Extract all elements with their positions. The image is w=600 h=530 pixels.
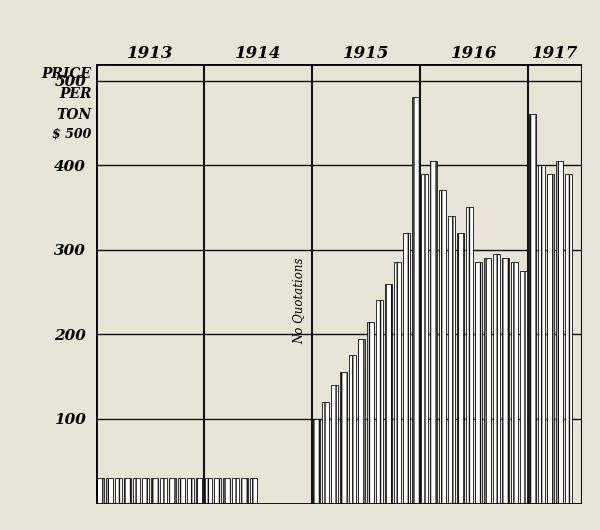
Bar <box>493 254 500 504</box>
Bar <box>187 478 194 503</box>
Bar <box>466 207 473 504</box>
Bar <box>151 478 158 503</box>
Text: 1914: 1914 <box>235 45 281 62</box>
Bar <box>241 478 248 503</box>
Bar <box>349 356 356 503</box>
Bar <box>376 301 383 504</box>
Bar <box>484 258 491 504</box>
Bar <box>430 161 437 503</box>
Bar <box>322 402 329 504</box>
Text: 1915: 1915 <box>343 45 389 62</box>
Bar <box>448 216 455 503</box>
Bar <box>439 190 446 503</box>
Bar <box>313 419 320 504</box>
Text: PER: PER <box>59 87 91 101</box>
Bar <box>547 174 554 504</box>
Bar <box>403 233 410 503</box>
Text: TON: TON <box>56 108 91 121</box>
Bar <box>340 373 347 504</box>
Text: $ 500: $ 500 <box>52 128 91 141</box>
Bar <box>160 478 167 503</box>
Bar <box>358 339 365 504</box>
Bar <box>475 262 482 504</box>
Bar <box>223 478 230 503</box>
Text: PRICE: PRICE <box>41 67 91 81</box>
Bar <box>115 478 122 503</box>
Text: No Quotations: No Quotations <box>292 257 305 344</box>
Bar <box>367 322 374 504</box>
Text: 1916: 1916 <box>451 45 497 62</box>
Bar <box>205 478 212 503</box>
Bar <box>502 258 509 504</box>
Bar <box>232 478 239 503</box>
Bar <box>421 174 428 504</box>
Bar <box>142 478 149 503</box>
Bar <box>106 478 113 503</box>
Bar <box>331 385 338 504</box>
Text: 1913: 1913 <box>127 45 173 62</box>
Bar <box>133 478 140 503</box>
Bar <box>178 478 185 503</box>
Bar <box>529 114 536 504</box>
Bar <box>385 284 392 504</box>
Bar <box>412 98 419 504</box>
Bar <box>538 165 545 503</box>
Bar <box>565 174 572 504</box>
Bar <box>124 478 131 503</box>
Bar <box>214 478 221 503</box>
Bar <box>556 161 563 503</box>
Bar <box>511 262 518 504</box>
Bar <box>169 478 176 503</box>
Bar <box>250 478 257 503</box>
Bar <box>520 271 527 503</box>
Bar <box>457 233 464 503</box>
Bar <box>97 478 104 503</box>
Bar <box>394 262 401 504</box>
Text: 1917: 1917 <box>532 45 578 62</box>
Bar <box>196 478 203 503</box>
